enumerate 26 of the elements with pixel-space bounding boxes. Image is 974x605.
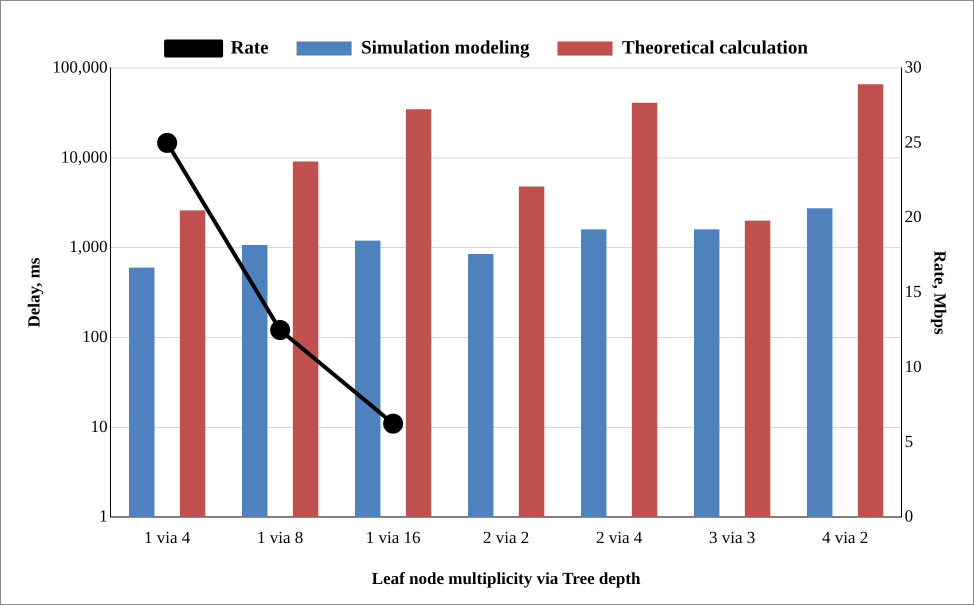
y2-tick-label: 15: [904, 282, 922, 302]
x-tick-label: 3 via 3: [708, 528, 756, 547]
y-tick-label: 10,000: [60, 147, 108, 166]
x-tick-label: 4 via 2: [822, 528, 868, 547]
y-tick-label: 1: [99, 506, 108, 526]
y-tick-label: 100: [82, 326, 108, 346]
y-tick-label: 1,000: [69, 237, 108, 256]
legend-label: Theoretical calculation: [622, 37, 808, 58]
x-axis-title: Leaf node multiplicity via Tree depth: [372, 569, 642, 588]
y2-tick-label: 0: [904, 506, 914, 526]
y2-tick-label: 20: [904, 207, 922, 226]
y-axis-title: Delay, ms: [24, 257, 44, 328]
legend-label: Simulation modeling: [361, 37, 530, 58]
y2-axis-title: Rate, Mbps: [930, 250, 950, 336]
y-tick-label: 100,000: [52, 57, 108, 76]
x-tick-label: 2 via 4: [596, 528, 643, 547]
y-tick-label: 10: [90, 416, 108, 436]
y2-tick-label: 10: [904, 356, 922, 376]
x-tick-label: 2 via 2: [482, 528, 530, 547]
x-tick-label: 1 via 4: [144, 528, 191, 547]
x-tick-label: 1 via 16: [366, 528, 421, 547]
x-tick-label: 1 via 8: [257, 528, 304, 547]
legend-label: Rate: [230, 37, 269, 58]
y2-tick-label: 5: [904, 432, 914, 451]
y2-tick-label: 30: [904, 57, 922, 76]
y2-tick-label: 25: [904, 132, 922, 152]
